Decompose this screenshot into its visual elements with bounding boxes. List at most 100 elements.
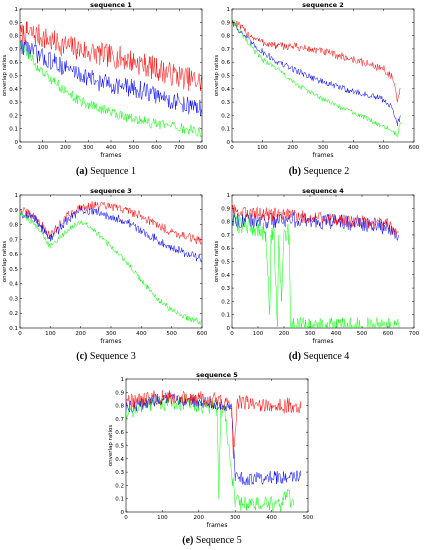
- series-line-blue: [20, 206, 202, 263]
- x-axis-label: frames: [313, 338, 334, 345]
- y-tick-label: 0.8: [9, 223, 18, 229]
- chart-sequence-2: sequence 2 0 100 200 300 400 500 600 0 0.1 0.2 0.3 0…: [214, 1, 420, 159]
- y-tick-label: 0.1: [221, 313, 230, 319]
- x-tick-label: 600: [197, 331, 208, 337]
- y-tick-label: 0.4: [9, 87, 18, 93]
- y-tick-label: 1: [227, 193, 231, 199]
- x-tick-label: 0: [124, 515, 128, 521]
- caption-text: Sequence 3: [89, 351, 136, 362]
- x-tick-label: 600: [383, 331, 394, 337]
- y-tick-label: 0.6: [115, 430, 124, 436]
- chart-sequence-3: sequence 3 0 100 200 300 400 500 600 0.1 0.2 0.3 0.…: [2, 187, 208, 345]
- y-tick-label: 1: [227, 7, 231, 13]
- y-tick-label: 1: [15, 193, 19, 199]
- y-tick-label: 0.3: [9, 100, 18, 106]
- y-tick-label: 0.7: [9, 47, 18, 53]
- chart-sequence-4: sequence 4 0 100 200 300 400 500 600 700 0 0.1 0.2 0…: [214, 187, 420, 345]
- y-tick-label: 0.7: [9, 237, 18, 243]
- caption-sequence-4: (d) Sequence 4: [249, 351, 389, 362]
- y-tick-label: 0: [121, 510, 125, 516]
- x-tick-label: 100: [257, 145, 268, 151]
- y-tick-label: 0.2: [115, 483, 124, 489]
- y-tick-label: 0.8: [115, 404, 124, 410]
- chart-title: sequence 4: [302, 187, 344, 195]
- x-axis-label: frames: [207, 522, 228, 529]
- x-tick-label: 500: [378, 145, 389, 151]
- y-tick-label: 1: [121, 377, 125, 383]
- plot-area: [19, 194, 203, 329]
- y-tick-label: 0.2: [9, 113, 18, 119]
- chart-title: sequence 2: [302, 1, 344, 9]
- x-tick-label: 700: [409, 331, 420, 337]
- chart-sequence-1: sequence 1 0 100 200 300 400 500 600 700 800 0 0.1 0…: [2, 1, 208, 159]
- x-tick-label: 300: [318, 145, 329, 151]
- chart-title: sequence 5: [196, 371, 238, 379]
- x-tick-label: 300: [305, 331, 316, 337]
- y-tick-label: 0.7: [115, 417, 124, 423]
- chart-title: sequence 1: [90, 1, 132, 9]
- x-tick-label: 200: [194, 515, 205, 521]
- x-tick-label: 0: [18, 145, 22, 151]
- y-tick-label: 0.3: [115, 470, 124, 476]
- x-tick-label: 100: [157, 515, 168, 521]
- caption-letter: (a): [76, 166, 88, 177]
- x-tick-label: 200: [279, 331, 290, 337]
- y-tick-label: 0.2: [221, 299, 230, 305]
- series-group: [20, 201, 202, 325]
- series-line-green: [20, 211, 202, 325]
- x-tick-label: 800: [197, 145, 208, 151]
- series-line-red: [20, 21, 202, 91]
- x-tick-label: 200: [60, 145, 71, 151]
- y-tick-label: 0.7: [221, 233, 230, 239]
- y-tick-label: 0.2: [221, 113, 230, 119]
- y-axis-label: onverlap ratios: [214, 55, 220, 97]
- x-tick-label: 300: [83, 145, 94, 151]
- series-group: [126, 390, 301, 512]
- y-tick-label: 0.4: [9, 282, 18, 288]
- caption-sequence-5: (e) Sequence 5: [142, 535, 282, 546]
- caption-letter: (d): [288, 351, 301, 362]
- x-axis-label: frames: [313, 152, 334, 159]
- y-tick-label: 0.7: [221, 47, 230, 53]
- caption-letter: (e): [182, 535, 194, 546]
- y-tick-label: 0.3: [221, 100, 230, 106]
- y-tick-label: 0.9: [9, 20, 18, 26]
- x-tick-label: 300: [106, 331, 117, 337]
- y-tick-label: 0.6: [221, 246, 230, 252]
- caption-letter: (b): [288, 166, 301, 177]
- caption-text: Sequence 2: [303, 166, 350, 177]
- x-tick-label: 0: [230, 145, 234, 151]
- chart-title: sequence 3: [90, 187, 132, 195]
- y-tick-label: 0.9: [221, 20, 230, 26]
- y-tick-label: 0.3: [221, 286, 230, 292]
- plot-area: [19, 8, 203, 143]
- x-tick-label: 100: [253, 331, 264, 337]
- y-tick-label: 0.8: [221, 34, 230, 40]
- y-tick-label: 0.9: [9, 208, 18, 214]
- x-tick-label: 300: [230, 515, 241, 521]
- y-tick-label: 0.5: [221, 74, 230, 80]
- y-tick-label: 0.9: [221, 206, 230, 212]
- y-tick-label: 1: [15, 7, 19, 13]
- y-tick-label: 0.8: [221, 220, 230, 226]
- y-tick-label: 0.9: [115, 390, 124, 396]
- x-tick-label: 400: [331, 331, 342, 337]
- plot-area: [125, 378, 309, 513]
- x-tick-label: 100: [45, 331, 56, 337]
- y-tick-label: 0.5: [221, 260, 230, 266]
- caption-text: Sequence 4: [303, 351, 350, 362]
- series-group: [232, 204, 399, 328]
- x-tick-label: 500: [303, 515, 314, 521]
- series-group: [232, 18, 401, 138]
- y-tick-label: 0.5: [115, 444, 124, 450]
- x-tick-label: 500: [129, 145, 140, 151]
- x-tick-label: 400: [136, 331, 147, 337]
- series-group: [20, 21, 202, 138]
- y-axis-label: onverlap ratios: [214, 241, 220, 283]
- y-tick-label: 0.5: [9, 74, 18, 80]
- series-line-blue: [232, 19, 401, 127]
- y-tick-label: 0.1: [115, 497, 124, 503]
- caption-text: Sequence 5: [195, 535, 242, 546]
- y-tick-label: 0.4: [221, 273, 230, 279]
- x-tick-label: 500: [166, 331, 177, 337]
